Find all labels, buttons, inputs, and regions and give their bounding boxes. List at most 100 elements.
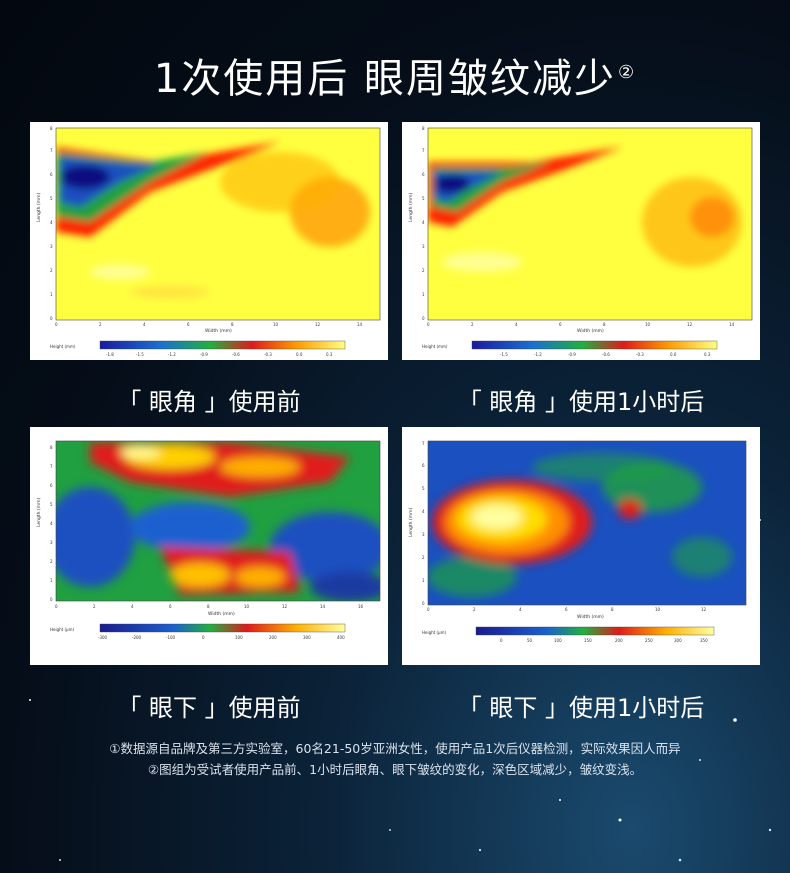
heatmap-panel-under-eye-after: Length (mm) Width (mm) 0 1 2 3 4 5 6 7 0… [402, 427, 760, 665]
scale-tick: -1.2 [168, 352, 176, 357]
x-tick: 6 [565, 607, 568, 612]
title-footnote-mark: ② [618, 61, 637, 83]
scale-tick: 0.0 [296, 352, 303, 357]
y-tick: 1 [50, 292, 53, 297]
y-tick: 2 [50, 559, 53, 564]
heatmap-eye-corner-after: Length (mm) Width (mm) 0 1 2 3 4 5 6 7 8… [408, 126, 753, 357]
y-axis-label: Length (mm) [408, 193, 414, 222]
page-title: 1次使用后 眼周皱纹减少 ② [0, 46, 790, 104]
scale-tick: 100 [235, 635, 243, 640]
scale-tick: 0.3 [326, 352, 333, 357]
x-tick: 6 [187, 322, 190, 327]
y-tick: 8 [50, 445, 53, 450]
x-tick: 10 [655, 607, 661, 612]
page-title-text: 1次使用后 眼周皱纹减少 [153, 56, 617, 102]
y-tick: 0 [422, 601, 425, 606]
x-tick: 10 [273, 322, 279, 327]
y-tick: 4 [50, 220, 53, 225]
x-tick: 8 [603, 322, 606, 327]
x-tick: 12 [701, 607, 707, 612]
scale-tick: 300 [303, 635, 311, 640]
x-axis-label: Width (mm) [208, 611, 235, 617]
legend-label: Height (mm) [50, 344, 76, 349]
y-tick: 1 [50, 578, 53, 583]
y-tick: 2 [50, 268, 53, 273]
y-tick: 3 [50, 244, 53, 249]
scale-tick: 200 [269, 635, 277, 640]
x-tick: 10 [244, 604, 250, 609]
x-tick: 14 [729, 322, 735, 327]
y-tick: 5 [422, 486, 425, 491]
legend-label: Height (mm) [422, 344, 448, 349]
y-tick: 4 [50, 521, 53, 526]
scale-tick: -0.9 [568, 352, 576, 357]
y-tick: 1 [422, 578, 425, 583]
scale-tick: -300 [98, 635, 108, 640]
scale-tick: -0.3 [264, 352, 272, 357]
scale-tick: -200 [132, 635, 142, 640]
heatmap-panel-eye-corner-after: Length (mm) Width (mm) 0 1 2 3 4 5 6 7 8… [402, 122, 760, 360]
color-scale-bar [99, 340, 346, 350]
legend-label: Height (μm) [50, 627, 74, 632]
y-axis-label: Length (mm) [408, 508, 414, 537]
color-scale-bar [475, 626, 715, 636]
x-tick: 0 [55, 604, 58, 609]
y-tick: 1 [422, 292, 425, 297]
x-tick: 2 [471, 322, 474, 327]
scale-tick: -100 [166, 635, 176, 640]
y-axis-label: Length (mm) [36, 498, 42, 527]
scale-tick: 50 [527, 638, 533, 643]
heatmap-panel-eye-corner-before: Length (mm) Width (mm) 0 1 2 3 4 5 6 7 8… [30, 122, 388, 360]
x-tick: 6 [559, 322, 562, 327]
y-tick: 5 [50, 196, 53, 201]
x-tick: 14 [357, 322, 363, 327]
scale-tick: 100 [554, 638, 562, 643]
y-tick: 6 [422, 463, 425, 468]
footnotes: ①数据源自品牌及第三方实验室，60名21-50岁亚洲女性，使用产品1次后仪器检测… [0, 738, 790, 780]
x-tick: 14 [320, 604, 326, 609]
x-axis-label: Width (mm) [577, 328, 604, 334]
y-tick: 7 [422, 441, 425, 446]
scale-tick: 0 [500, 638, 503, 643]
scale-tick: 400 [337, 635, 345, 640]
color-scale-bar [471, 340, 718, 350]
x-tick: 8 [207, 604, 210, 609]
x-axis-label: Width (mm) [205, 328, 232, 334]
y-tick: 3 [50, 540, 53, 545]
scale-tick: 200 [615, 638, 623, 643]
x-tick: 8 [231, 322, 234, 327]
y-tick: 3 [422, 532, 425, 537]
heatmap-under-eye-after: Length (mm) Width (mm) 0 1 2 3 4 5 6 7 0… [408, 440, 747, 643]
scale-tick: -0.6 [232, 352, 240, 357]
caption-under-eye-after: 「 眼下 」使用1小时后 [457, 694, 705, 722]
x-tick: 2 [99, 322, 102, 327]
y-tick: 2 [422, 555, 425, 560]
y-tick: 8 [422, 126, 425, 131]
x-tick: 8 [611, 607, 614, 612]
footnote-2: ②图组为受试者使用产品前、1小时后眼角、眼下皱纹的变化，深色区域减少，皱纹变浅。 [147, 762, 643, 777]
scale-tick: 250 [645, 638, 653, 643]
x-tick: 4 [519, 607, 522, 612]
x-tick: 0 [427, 322, 430, 327]
footnote-1: ①数据源自品牌及第三方实验室，60名21-50岁亚洲女性，使用产品1次后仪器检测… [109, 741, 681, 756]
color-scale-bar [99, 623, 346, 633]
x-tick: 2 [93, 604, 96, 609]
scale-tick: 0.0 [670, 352, 677, 357]
y-tick: 0 [50, 316, 53, 321]
scale-tick: 300 [674, 638, 682, 643]
x-tick: 2 [473, 607, 476, 612]
x-tick: 16 [358, 604, 364, 609]
y-tick: 7 [50, 464, 53, 469]
scale-tick: -1.5 [136, 352, 144, 357]
y-tick: 5 [422, 196, 425, 201]
x-tick: 4 [131, 604, 134, 609]
y-tick: 4 [422, 220, 425, 225]
y-axis-label: Length (mm) [36, 193, 42, 222]
x-tick: 4 [515, 322, 518, 327]
heatmap-panel-under-eye-before: Length (mm) Width (mm) 0 1 2 3 4 5 6 7 8… [30, 427, 388, 665]
caption-eye-corner-after: 「 眼角 」使用1小时后 [457, 388, 705, 416]
caption-eye-corner-before: 「 眼角 」使用前 [117, 388, 301, 416]
scale-tick: 150 [584, 638, 592, 643]
x-tick: 12 [687, 322, 693, 327]
scale-tick: -1.2 [534, 352, 542, 357]
